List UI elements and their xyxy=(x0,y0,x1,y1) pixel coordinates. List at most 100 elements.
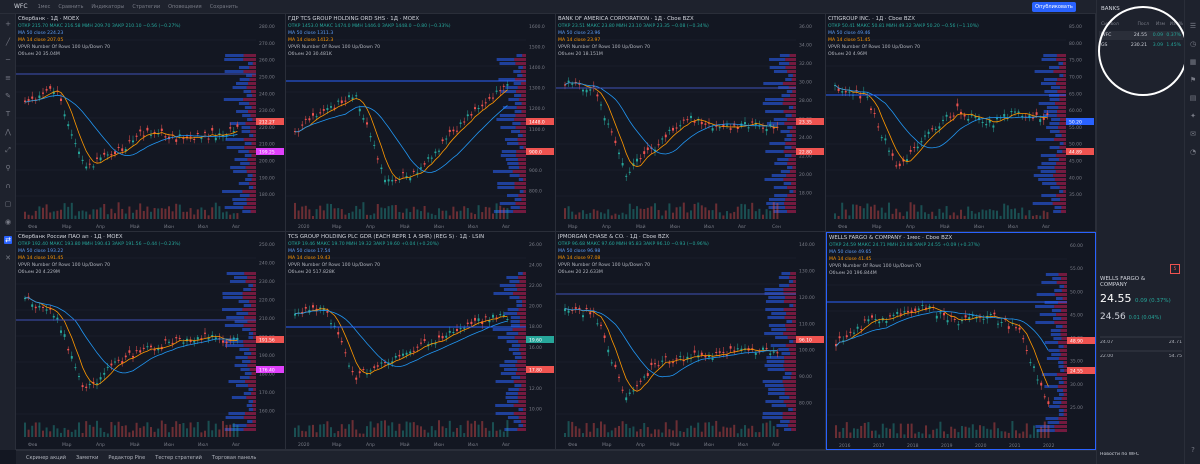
chart-pane[interactable]: 36.0034.0032.0030.0028.0026.0024.0022.00… xyxy=(556,14,826,232)
chart-legend[interactable]: CITIGROUP INC. · 1Д · Cboe BZX ОТКР 50.41… xyxy=(828,16,1038,58)
publish-button[interactable]: Опубликовать xyxy=(1032,2,1076,12)
pattern-icon[interactable]: ⋀ xyxy=(5,128,11,136)
volume-bar xyxy=(420,211,422,219)
tab-pine-editor[interactable]: Редактор Pine xyxy=(108,454,146,461)
strategies-button[interactable]: Стратегии xyxy=(132,3,161,10)
chat-icon[interactable]: ✉ xyxy=(1190,130,1196,138)
candle xyxy=(618,376,620,378)
horizontal-line-icon[interactable]: ─ xyxy=(5,56,11,64)
watchlist-icon[interactable]: ☰ xyxy=(1189,22,1197,30)
candle xyxy=(661,360,664,362)
volume-bar xyxy=(114,213,116,219)
volume-profile-bar xyxy=(765,110,784,113)
volume-bar xyxy=(935,428,938,438)
fib-icon[interactable]: ≡ xyxy=(5,74,11,82)
tab-screener[interactable]: Скринер акций xyxy=(26,454,67,461)
price-scale-label: 80.00 xyxy=(799,401,812,407)
save-button[interactable]: Сохранить xyxy=(209,3,238,10)
chart-canvas[interactable]: 1600.01500.01400.01300.01200.01100.01000… xyxy=(286,14,556,232)
volume-bar xyxy=(297,425,300,437)
lock-icon[interactable]: ▢ xyxy=(4,200,12,208)
chart-pane[interactable]: 140.00 130.00 120.00 110.00 100.00 90.00 80.00… xyxy=(556,232,826,450)
volume-profile-bar xyxy=(516,90,526,93)
tab-strategy-tester[interactable]: Тестер стратегий xyxy=(155,454,202,461)
volume-profile-bar xyxy=(244,352,252,355)
volume-profile-bar xyxy=(518,194,526,197)
chart-legend[interactable]: Сбербанк · 1Д · MOEX ОТКР 215.70 МАКС 216… xyxy=(18,16,228,58)
price-scale-label: 200.00 xyxy=(259,159,275,165)
compare-button[interactable]: Сравнить xyxy=(58,3,84,10)
magnet-icon[interactable]: ∩ xyxy=(5,182,11,190)
candle xyxy=(729,128,732,130)
price-tag xyxy=(526,148,554,155)
chart-canvas[interactable]: 26.0024.0022.0020.0018.0016.0014.0012.00… xyxy=(286,232,556,450)
candle xyxy=(1043,396,1046,398)
volume-profile-bar xyxy=(1049,122,1060,125)
watchlist-title[interactable]: BANKS xyxy=(1101,6,1120,12)
symbol-search[interactable]: WFC xyxy=(14,3,28,10)
chart-legend[interactable]: BANK OF AMERICA CORPORATION · 1Д · Cboe … xyxy=(558,16,768,58)
ideas-icon[interactable]: ✦ xyxy=(1190,112,1196,120)
chart-pane[interactable]: 1600.01500.01400.01300.01200.01100.01000… xyxy=(286,14,556,232)
chart-canvas[interactable]: 36.0034.0032.0030.0028.0026.0024.0022.00… xyxy=(556,14,826,232)
help-icon[interactable]: ? xyxy=(1191,446,1195,454)
price-scale-label: 30.00 xyxy=(1070,382,1083,388)
tab-trading-panel[interactable]: Торговая панель xyxy=(211,454,257,461)
candle xyxy=(679,125,682,127)
chart-pane-selected[interactable]: 60.0055.0050.0045.0040.0035.0030.0025.00… xyxy=(826,232,1096,450)
trend-line-icon[interactable]: ╱ xyxy=(5,38,11,46)
measure-icon[interactable]: ⤢ xyxy=(5,146,11,154)
time-scale-label: Май xyxy=(130,441,140,448)
sync-icon[interactable]: ⇄ xyxy=(4,236,12,244)
chart-legend[interactable]: WELLS FARGO & COMPANY · 1мес · Cboe BZX О… xyxy=(829,235,1039,277)
interval-button[interactable]: 1мес xyxy=(37,3,51,10)
price-scale-label: 45.00 xyxy=(1070,312,1083,318)
chart-canvas[interactable]: 250.00240.00230.00220.00210.00200.00190.… xyxy=(16,232,286,450)
volume-bar xyxy=(175,203,178,219)
chart-canvas[interactable]: 140.00130.00120.00110.00100.0090.0080.00… xyxy=(556,232,826,450)
volume-profile-bar xyxy=(517,428,526,431)
volume-profile-bar xyxy=(1058,409,1064,412)
trash-icon[interactable]: ✕ xyxy=(5,254,11,262)
chart-legend[interactable]: Сбербанк России ПАО ап · 1Д · MOEX ОТКР 1… xyxy=(18,234,228,276)
price-tag xyxy=(256,366,284,373)
calendar-icon[interactable]: ▤ xyxy=(1189,94,1197,102)
volume-bar xyxy=(1028,210,1031,219)
chart-canvas[interactable]: 280.00270.00260.00250.00240.00230.00220.… xyxy=(16,14,286,232)
volume-bar xyxy=(85,421,88,437)
chart-pane[interactable]: 250.00240.00230.00220.00210.00200.00190.… xyxy=(16,232,286,450)
candle xyxy=(448,330,451,333)
volume-profile-bar xyxy=(244,272,256,275)
chart-canvas[interactable]: 60.0055.0050.0045.0040.0035.0030.0025.00… xyxy=(827,233,1096,450)
volume-bar xyxy=(146,422,149,437)
brush-icon[interactable]: ✎ xyxy=(5,92,11,100)
eye-icon[interactable]: ◉ xyxy=(4,218,12,226)
chart-canvas[interactable]: 85.0080.0075.0070.0065.0060.0055.0050.00… xyxy=(826,14,1096,232)
candle xyxy=(992,125,995,128)
notification-icon[interactable]: ◔ xyxy=(1189,148,1197,156)
chart-pane[interactable]: 280.00 270.00 260.00 250.00 240.00 230.00 220.… xyxy=(16,14,286,232)
news-header[interactable]: Новости по WFC xyxy=(1100,452,1140,457)
chart-pane[interactable]: 85.00 80.00 75.00 70.00 65.00 60.00 55.00 50.00… xyxy=(826,14,1096,232)
candle xyxy=(860,329,863,331)
volume-profile-bar xyxy=(244,316,256,319)
chart-pane[interactable]: 26.0024.0022.0020.0018.0016.0014.0012.00… xyxy=(286,232,556,450)
volume-profile-bar xyxy=(1040,82,1056,85)
chart-legend[interactable]: ГДР TCS GROUP HOLDING ORD SHS · 1Д · MOE… xyxy=(288,16,498,58)
alerts-button[interactable]: Оповещения xyxy=(168,3,202,10)
indicators-button[interactable]: Индикаторы xyxy=(91,3,125,10)
tab-notes[interactable]: Заметки xyxy=(76,454,99,461)
text-icon[interactable]: T xyxy=(5,110,11,118)
volume-profile-bar xyxy=(521,356,526,359)
volume-bar xyxy=(326,203,329,219)
crosshair-icon[interactable]: + xyxy=(5,20,11,28)
chart-legend[interactable]: TCS GROUP HOLDING PLC GDR (EACH REPR 1 A… xyxy=(288,234,498,276)
alert-clock-icon[interactable]: ◷ xyxy=(1189,40,1197,48)
zoom-icon[interactable]: ⚲ xyxy=(5,164,11,172)
chart-legend[interactable]: JPMORGAN CHASE & CO. · 1Д · Cboe BZX ОТКР… xyxy=(558,234,768,276)
hotlist-icon[interactable]: ⚑ xyxy=(1189,76,1197,84)
candle xyxy=(200,338,203,340)
volume-profile-bar xyxy=(512,292,526,295)
volume-profile-bar xyxy=(512,328,526,331)
data-window-icon[interactable]: ▦ xyxy=(1189,58,1197,66)
